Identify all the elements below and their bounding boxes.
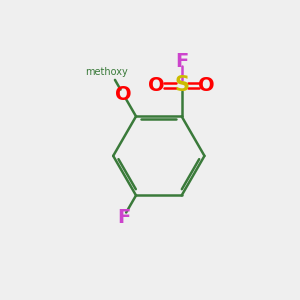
- Text: O: O: [115, 85, 132, 104]
- Text: O: O: [148, 76, 165, 95]
- Text: F: F: [175, 52, 188, 71]
- Text: S: S: [174, 75, 189, 95]
- Text: F: F: [117, 208, 130, 226]
- Text: O: O: [198, 76, 215, 95]
- Text: methoxy: methoxy: [85, 67, 128, 77]
